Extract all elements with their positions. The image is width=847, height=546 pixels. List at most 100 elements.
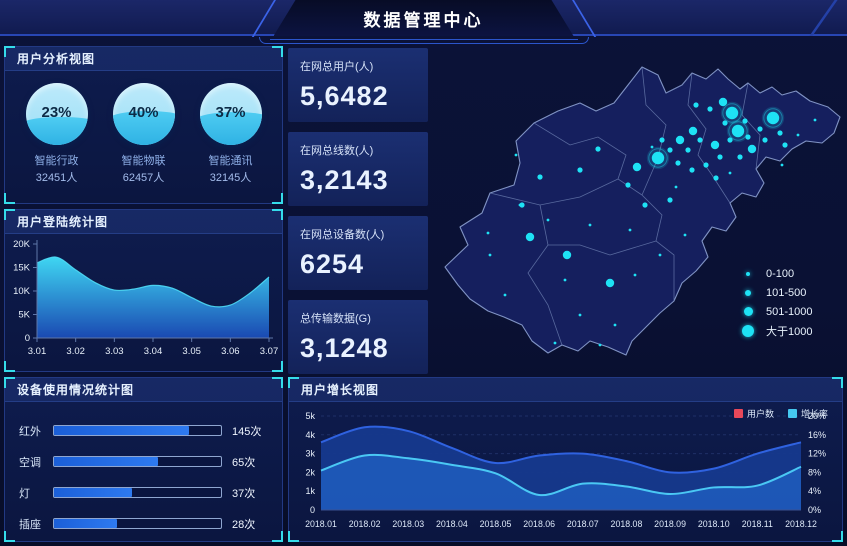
- legend-row-501-1000[interactable]: 501-1000: [740, 302, 813, 321]
- device-row-curtain: 窗帘 24次: [19, 542, 266, 546]
- gauge-count: 62457人: [122, 172, 165, 184]
- svg-text:2018.10: 2018.10: [698, 519, 730, 529]
- region-map: [430, 45, 847, 375]
- device-value: 145次: [232, 425, 262, 438]
- panel-user-growth: 用户增长视图 用户数 增长率 5k 20% 4k 16% 3k 12% 2k 8% 1k 4% 0 0…: [288, 377, 843, 542]
- legend-dot-icon: [746, 271, 750, 276]
- legend-row-0-100[interactable]: 0-100: [740, 264, 813, 283]
- stat-label: 在网总线数(人): [300, 145, 374, 157]
- growth-chart-legend: 用户数 增长率: [733, 407, 828, 420]
- svg-text:4%: 4%: [808, 486, 821, 496]
- device-value: 37次: [232, 487, 256, 500]
- legend-label: 增长率: [800, 409, 828, 419]
- legend-label: 用户数: [746, 409, 774, 419]
- panel-corner: [4, 361, 15, 372]
- legend-label: 0-100: [766, 267, 795, 280]
- svg-text:2018.05: 2018.05: [480, 519, 512, 529]
- login-area-chart: 0 5K 10K 15K 20K 3.01 3.02 3.03 3.04 3.05 3.06 3.07: [13, 239, 279, 357]
- title-edge-left: [251, 0, 276, 37]
- svg-text:0: 0: [310, 505, 315, 515]
- user-growth-title: 用户增长视图: [289, 378, 842, 402]
- stat-label: 在网总设备数(人): [300, 229, 385, 241]
- legend-dot-icon: [742, 324, 754, 337]
- stat-value: 3,2143: [300, 165, 389, 195]
- panel-user-analysis: 用户分析视图 23% 智能行政 32451人 40% 智能物联 62457人: [4, 46, 283, 204]
- svg-text:2018.07: 2018.07: [567, 519, 599, 529]
- panel-corner: [272, 209, 283, 220]
- svg-text:2018.09: 2018.09: [654, 519, 686, 529]
- svg-text:20K: 20K: [13, 239, 31, 250]
- gauge-liquid-fill: [112, 110, 175, 145]
- svg-text:8%: 8%: [808, 467, 821, 477]
- legend-label: 101-500: [766, 286, 807, 299]
- login-stats-title: 用户登陆统计图: [5, 210, 282, 234]
- legend-item-growth-rate[interactable]: 增长率: [787, 407, 828, 420]
- svg-text:2018.01: 2018.01: [305, 519, 337, 529]
- device-label: 空调: [19, 456, 41, 469]
- svg-text:2018.03: 2018.03: [392, 519, 424, 529]
- svg-text:2018.12: 2018.12: [785, 519, 817, 529]
- gauge-admin: 23% 智能行政 32451人: [18, 83, 96, 185]
- stat-value: 6254: [300, 249, 365, 279]
- legend-row-101-500[interactable]: 101-500: [740, 283, 813, 302]
- legend-item-users[interactable]: 用户数: [733, 407, 774, 420]
- stat-label: 总传输数据(G): [300, 313, 371, 325]
- device-value: 65次: [232, 456, 256, 469]
- svg-text:1k: 1k: [305, 486, 315, 496]
- bar-track: [53, 518, 222, 529]
- svg-text:3.03: 3.03: [105, 346, 124, 357]
- panel-corner: [4, 377, 15, 388]
- panel-login-stats: 用户登陆统计图 0 5K 10K 15K 20K 3.01 3.02 3.03 3.04 3.05…: [4, 209, 283, 372]
- device-label: 红外: [19, 425, 41, 438]
- svg-text:2018.04: 2018.04: [436, 519, 468, 529]
- page-title: 数据管理中心: [363, 10, 484, 30]
- gauge-circle: 40%: [112, 83, 175, 145]
- panel-corner: [832, 531, 843, 542]
- svg-text:3.07: 3.07: [260, 346, 279, 357]
- svg-text:4k: 4k: [305, 430, 315, 440]
- svg-text:2018.08: 2018.08: [611, 519, 643, 529]
- legend-swatch-icon: [733, 409, 743, 418]
- device-row-infrared: 红外 145次: [19, 418, 266, 443]
- svg-text:16%: 16%: [808, 430, 826, 440]
- bar-track: [53, 425, 222, 436]
- device-row-light: 灯 37次: [19, 480, 266, 505]
- panel-corner: [4, 46, 15, 57]
- gauge-name: 智能物联: [121, 155, 166, 167]
- bar-fill: [54, 426, 190, 435]
- stat-card-total-users: 在网总用户(人) 5,6482: [288, 48, 428, 122]
- svg-text:2018.06: 2018.06: [523, 519, 555, 529]
- panel-corner: [272, 377, 283, 388]
- device-row-ac: 空调 65次: [19, 449, 266, 474]
- panel-corner: [272, 46, 283, 57]
- gauge-count: 32145人: [209, 172, 252, 184]
- gauge-percent: 23%: [41, 104, 72, 122]
- gauge-name: 智能通讯: [208, 155, 253, 167]
- panel-corner: [272, 361, 283, 372]
- device-row-socket: 插座 28次: [19, 511, 266, 536]
- legend-label: 大于1000: [766, 325, 813, 338]
- svg-text:15K: 15K: [13, 263, 31, 274]
- panel-corner: [272, 531, 283, 542]
- gauge-row: 23% 智能行政 32451人 40% 智能物联 62457人 37% 智能通讯: [5, 71, 282, 185]
- stat-card-total-data: 总传输数据(G) 3,1248: [288, 300, 428, 374]
- gauge-liquid-fill: [25, 116, 88, 145]
- legend-row-over-1000[interactable]: 大于1000: [740, 321, 813, 340]
- gauge-circle: 23%: [25, 83, 88, 145]
- gauge-percent: 37%: [215, 104, 246, 122]
- stat-value: 3,1248: [300, 333, 389, 363]
- legend-dot-icon: [743, 307, 753, 316]
- svg-text:5K: 5K: [18, 310, 30, 321]
- legend-dot-icon: [745, 289, 751, 296]
- user-analysis-title: 用户分析视图: [5, 47, 282, 71]
- device-value: 28次: [232, 518, 256, 531]
- svg-text:2018.02: 2018.02: [349, 519, 381, 529]
- bar-track: [53, 456, 222, 467]
- title-underline-decoration: [258, 37, 589, 44]
- gauge-percent: 40%: [128, 104, 159, 122]
- device-label: 插座: [19, 518, 41, 531]
- panel-corner: [832, 377, 843, 388]
- panel-corner: [272, 193, 283, 204]
- map-data-dots: [486, 97, 817, 347]
